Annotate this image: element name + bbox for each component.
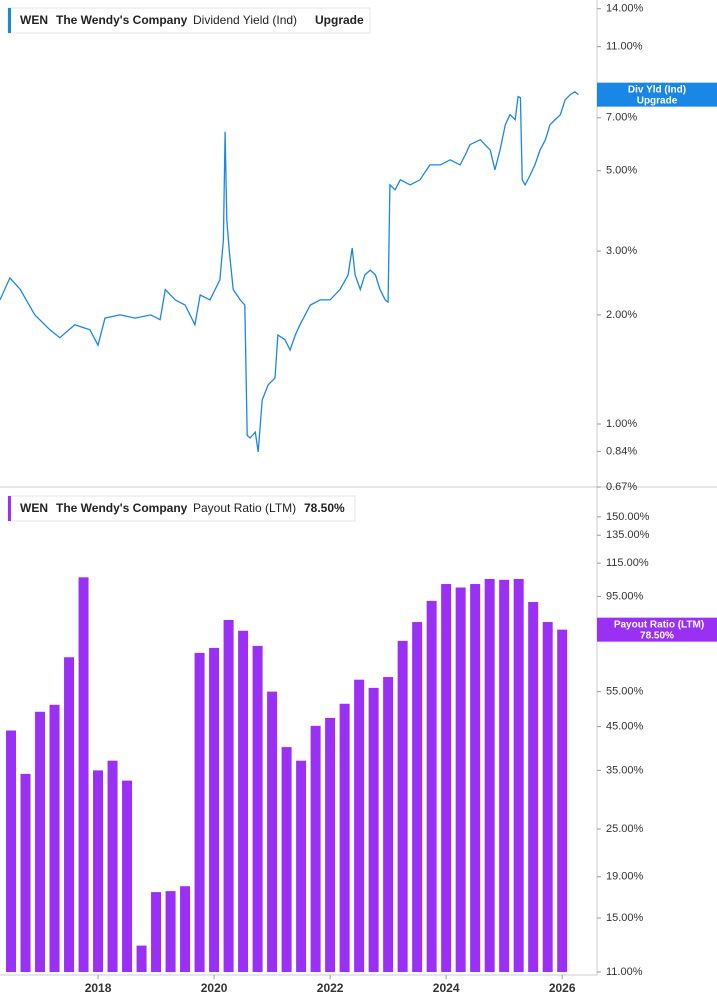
company: The Wendy's Company <box>56 501 188 515</box>
bar <box>426 600 437 972</box>
y-tick-label: 115.00% <box>606 557 649 569</box>
y-tick-label: 11.00% <box>606 966 643 978</box>
x-tick-label: 2018 <box>85 981 112 995</box>
bar <box>499 579 510 972</box>
bar <box>339 703 350 972</box>
bar <box>35 711 46 972</box>
bar <box>49 704 60 972</box>
yield-line <box>0 91 579 453</box>
ticker: WEN <box>20 13 48 27</box>
bar <box>354 679 365 972</box>
bar <box>209 647 220 972</box>
y-tick-label: 3.00% <box>606 245 637 257</box>
bar <box>238 630 249 972</box>
y-tick-label: 135.00% <box>606 529 650 541</box>
bar <box>325 717 336 972</box>
y-tick-label: 150.00% <box>606 511 650 523</box>
badge-status: Upgrade <box>637 95 678 106</box>
bar <box>6 730 17 972</box>
bar <box>223 619 234 972</box>
bar <box>296 760 307 972</box>
header-top: WEN The Wendy's Company Dividend Yield (… <box>7 7 371 34</box>
y-tick-label: 19.00% <box>606 871 644 883</box>
x-tick-label: 2020 <box>201 981 228 995</box>
value-badge <box>597 82 717 107</box>
bar <box>93 770 104 972</box>
bar <box>513 578 524 972</box>
bar <box>470 584 481 972</box>
bar <box>151 892 162 972</box>
bar <box>484 578 495 972</box>
company: The Wendy's Company <box>56 13 188 27</box>
badge-label: Div Yld (Ind) <box>628 84 686 95</box>
y-tick-label: 0.84% <box>606 445 637 457</box>
bar <box>194 652 205 972</box>
y-tick-label: 55.00% <box>606 686 644 698</box>
y-tick-label: 11.00% <box>606 41 643 53</box>
bar <box>281 747 292 972</box>
bar <box>310 725 321 972</box>
x-tick-label: 2022 <box>317 981 344 995</box>
x-tick-label: 2024 <box>433 981 460 995</box>
y-tick-label: 0.67% <box>606 481 637 493</box>
bar <box>557 629 568 972</box>
y-tick-label: 5.00% <box>606 165 637 177</box>
badge-label: Payout Ratio (LTM) <box>614 619 704 630</box>
status: Upgrade <box>315 13 364 27</box>
y-tick-label: 45.00% <box>606 720 644 732</box>
bar <box>368 687 379 972</box>
bar <box>78 577 89 972</box>
bar <box>455 587 466 972</box>
header-marker <box>8 8 11 33</box>
header-box <box>7 495 356 522</box>
bar <box>122 780 133 972</box>
bar <box>107 760 118 972</box>
bar <box>252 645 263 972</box>
current-value: 78.50% <box>304 501 345 515</box>
bar <box>64 657 75 972</box>
bar <box>136 945 147 972</box>
y-tick-label: 35.00% <box>606 764 644 776</box>
metric: Payout Ratio (LTM) <box>193 501 296 515</box>
ticker: WEN <box>20 501 48 515</box>
header-bottom: WEN The Wendy's Company Payout Ratio (LT… <box>7 495 356 522</box>
bar <box>165 891 176 972</box>
y-tick-label: 2.00% <box>606 309 637 321</box>
bar <box>542 622 553 972</box>
x-tick-label: 2026 <box>549 981 576 995</box>
badge-value: 78.50% <box>640 630 674 641</box>
bar <box>267 691 278 972</box>
y-tick-label: 14.00% <box>606 3 644 15</box>
value-badge <box>597 617 717 642</box>
y-tick-label: 1.00% <box>606 418 637 430</box>
bar <box>20 773 31 972</box>
metric: Dividend Yield (Ind) <box>193 13 297 27</box>
bar <box>397 640 408 972</box>
header-box <box>7 7 371 34</box>
bar <box>180 886 191 972</box>
y-tick-label: 7.00% <box>606 112 637 124</box>
bar <box>528 602 539 972</box>
bar <box>383 677 394 972</box>
bar <box>441 584 452 972</box>
header-marker <box>8 496 11 521</box>
y-tick-label: 25.00% <box>606 823 644 835</box>
y-tick-label: 95.00% <box>606 590 644 602</box>
bar <box>412 622 423 972</box>
y-tick-label: 15.00% <box>606 912 644 924</box>
